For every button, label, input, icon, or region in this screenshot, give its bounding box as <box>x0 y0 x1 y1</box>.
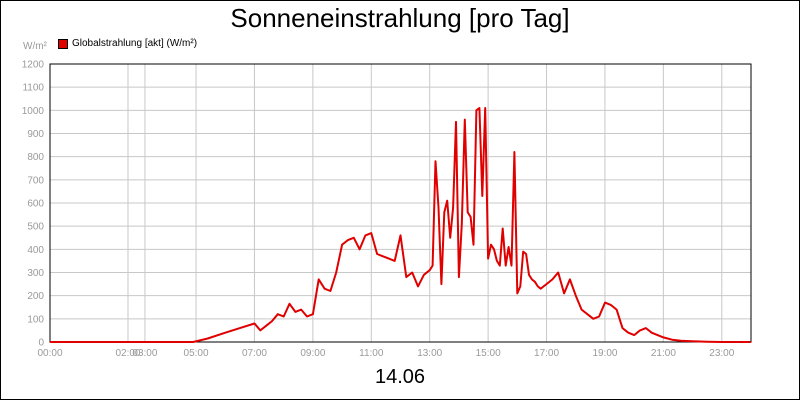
legend-label: Globalstrahlung [akt] (W/m²) <box>72 38 198 49</box>
legend: Globalstrahlung [akt] (W/m²) <box>58 38 197 49</box>
date-label: 14.06 <box>374 366 426 388</box>
y-tick-label: 700 <box>27 175 44 186</box>
x-tick-label: 19:00 <box>592 348 617 359</box>
x-tick-label: 17:00 <box>534 348 559 359</box>
y-tick-label: 1000 <box>22 106 45 117</box>
y-tick-label: 1200 <box>22 60 45 71</box>
y-tick-label: 600 <box>27 199 44 210</box>
y-tick-label: 300 <box>27 268 44 279</box>
x-tick-label: 03:00 <box>132 348 157 359</box>
x-tick-label: 13:00 <box>417 348 442 359</box>
y-axis-unit-label: W/m² <box>23 41 47 52</box>
x-tick-label: 00:00 <box>37 348 62 359</box>
grid-lines <box>49 63 751 343</box>
legend-swatch <box>58 38 68 49</box>
x-tick-label: 09:00 <box>300 348 325 359</box>
series-layer <box>50 107 751 343</box>
plot-area-border <box>49 63 752 343</box>
y-tick-label: 500 <box>27 222 44 233</box>
y-tick-label: 200 <box>27 291 44 302</box>
y-tick-label: 1100 <box>22 83 44 94</box>
x-tick-label: 23:00 <box>709 348 734 359</box>
y-tick-label: 0 <box>38 338 44 349</box>
x-tick-label: 21:00 <box>651 348 676 359</box>
y-tick-label: 400 <box>27 245 44 256</box>
x-tick-label: 07:00 <box>242 348 267 359</box>
x-tick-label: 02:00 <box>115 348 140 359</box>
chart-title: Sonneneinstrahlung [pro Tag] <box>230 3 570 33</box>
x-tick-label: 05:00 <box>184 348 209 359</box>
y-tick-label: 900 <box>27 129 44 140</box>
x-tick-label: 11:00 <box>359 348 384 359</box>
y-axis-ticks: 0 100 200 300 400 500 600 700 800 900 1000 1100 1200 <box>22 60 45 349</box>
x-tick-label: 15:00 <box>476 348 501 359</box>
series-line-globalstrahlung <box>50 107 751 343</box>
y-tick-label: 100 <box>27 314 44 325</box>
y-tick-label: 800 <box>27 152 44 163</box>
